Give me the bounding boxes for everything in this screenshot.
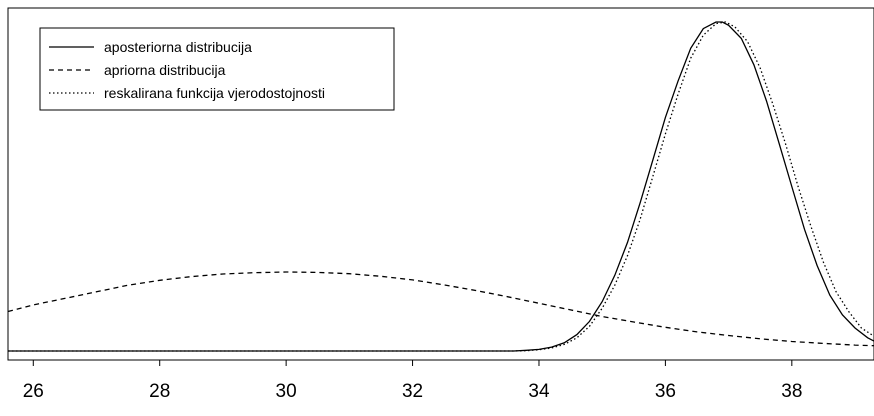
legend-label-aposteriorna: aposteriorna distribucija: [104, 39, 252, 55]
plot-frame: [7, 7, 874, 361]
legend-box: [39, 27, 395, 111]
x-tick-label: 36: [655, 381, 676, 402]
series-layer: [7, 21, 874, 352]
legend-label-reskalirana: reskalirana funkcija vjerodostojnosti: [104, 85, 325, 101]
x-tick-label: 38: [781, 381, 802, 402]
legend: aposteriorna distribucija apriorna distr…: [39, 27, 395, 111]
x-tick-label: 28: [149, 381, 170, 402]
series-line-dashed: [7, 271, 874, 347]
x-tick-label: 30: [276, 381, 297, 402]
x-axis: 26 28 30 32 34 36 38: [23, 360, 802, 402]
legend-label-apriorna: apriorna distribucija: [104, 62, 226, 78]
series-line-solid: [8, 21, 874, 352]
x-tick-label: 26: [23, 381, 44, 402]
x-tick-label: 34: [528, 381, 550, 402]
series-line-dotted: [8, 21, 874, 352]
x-tick-label: 32: [402, 381, 423, 402]
